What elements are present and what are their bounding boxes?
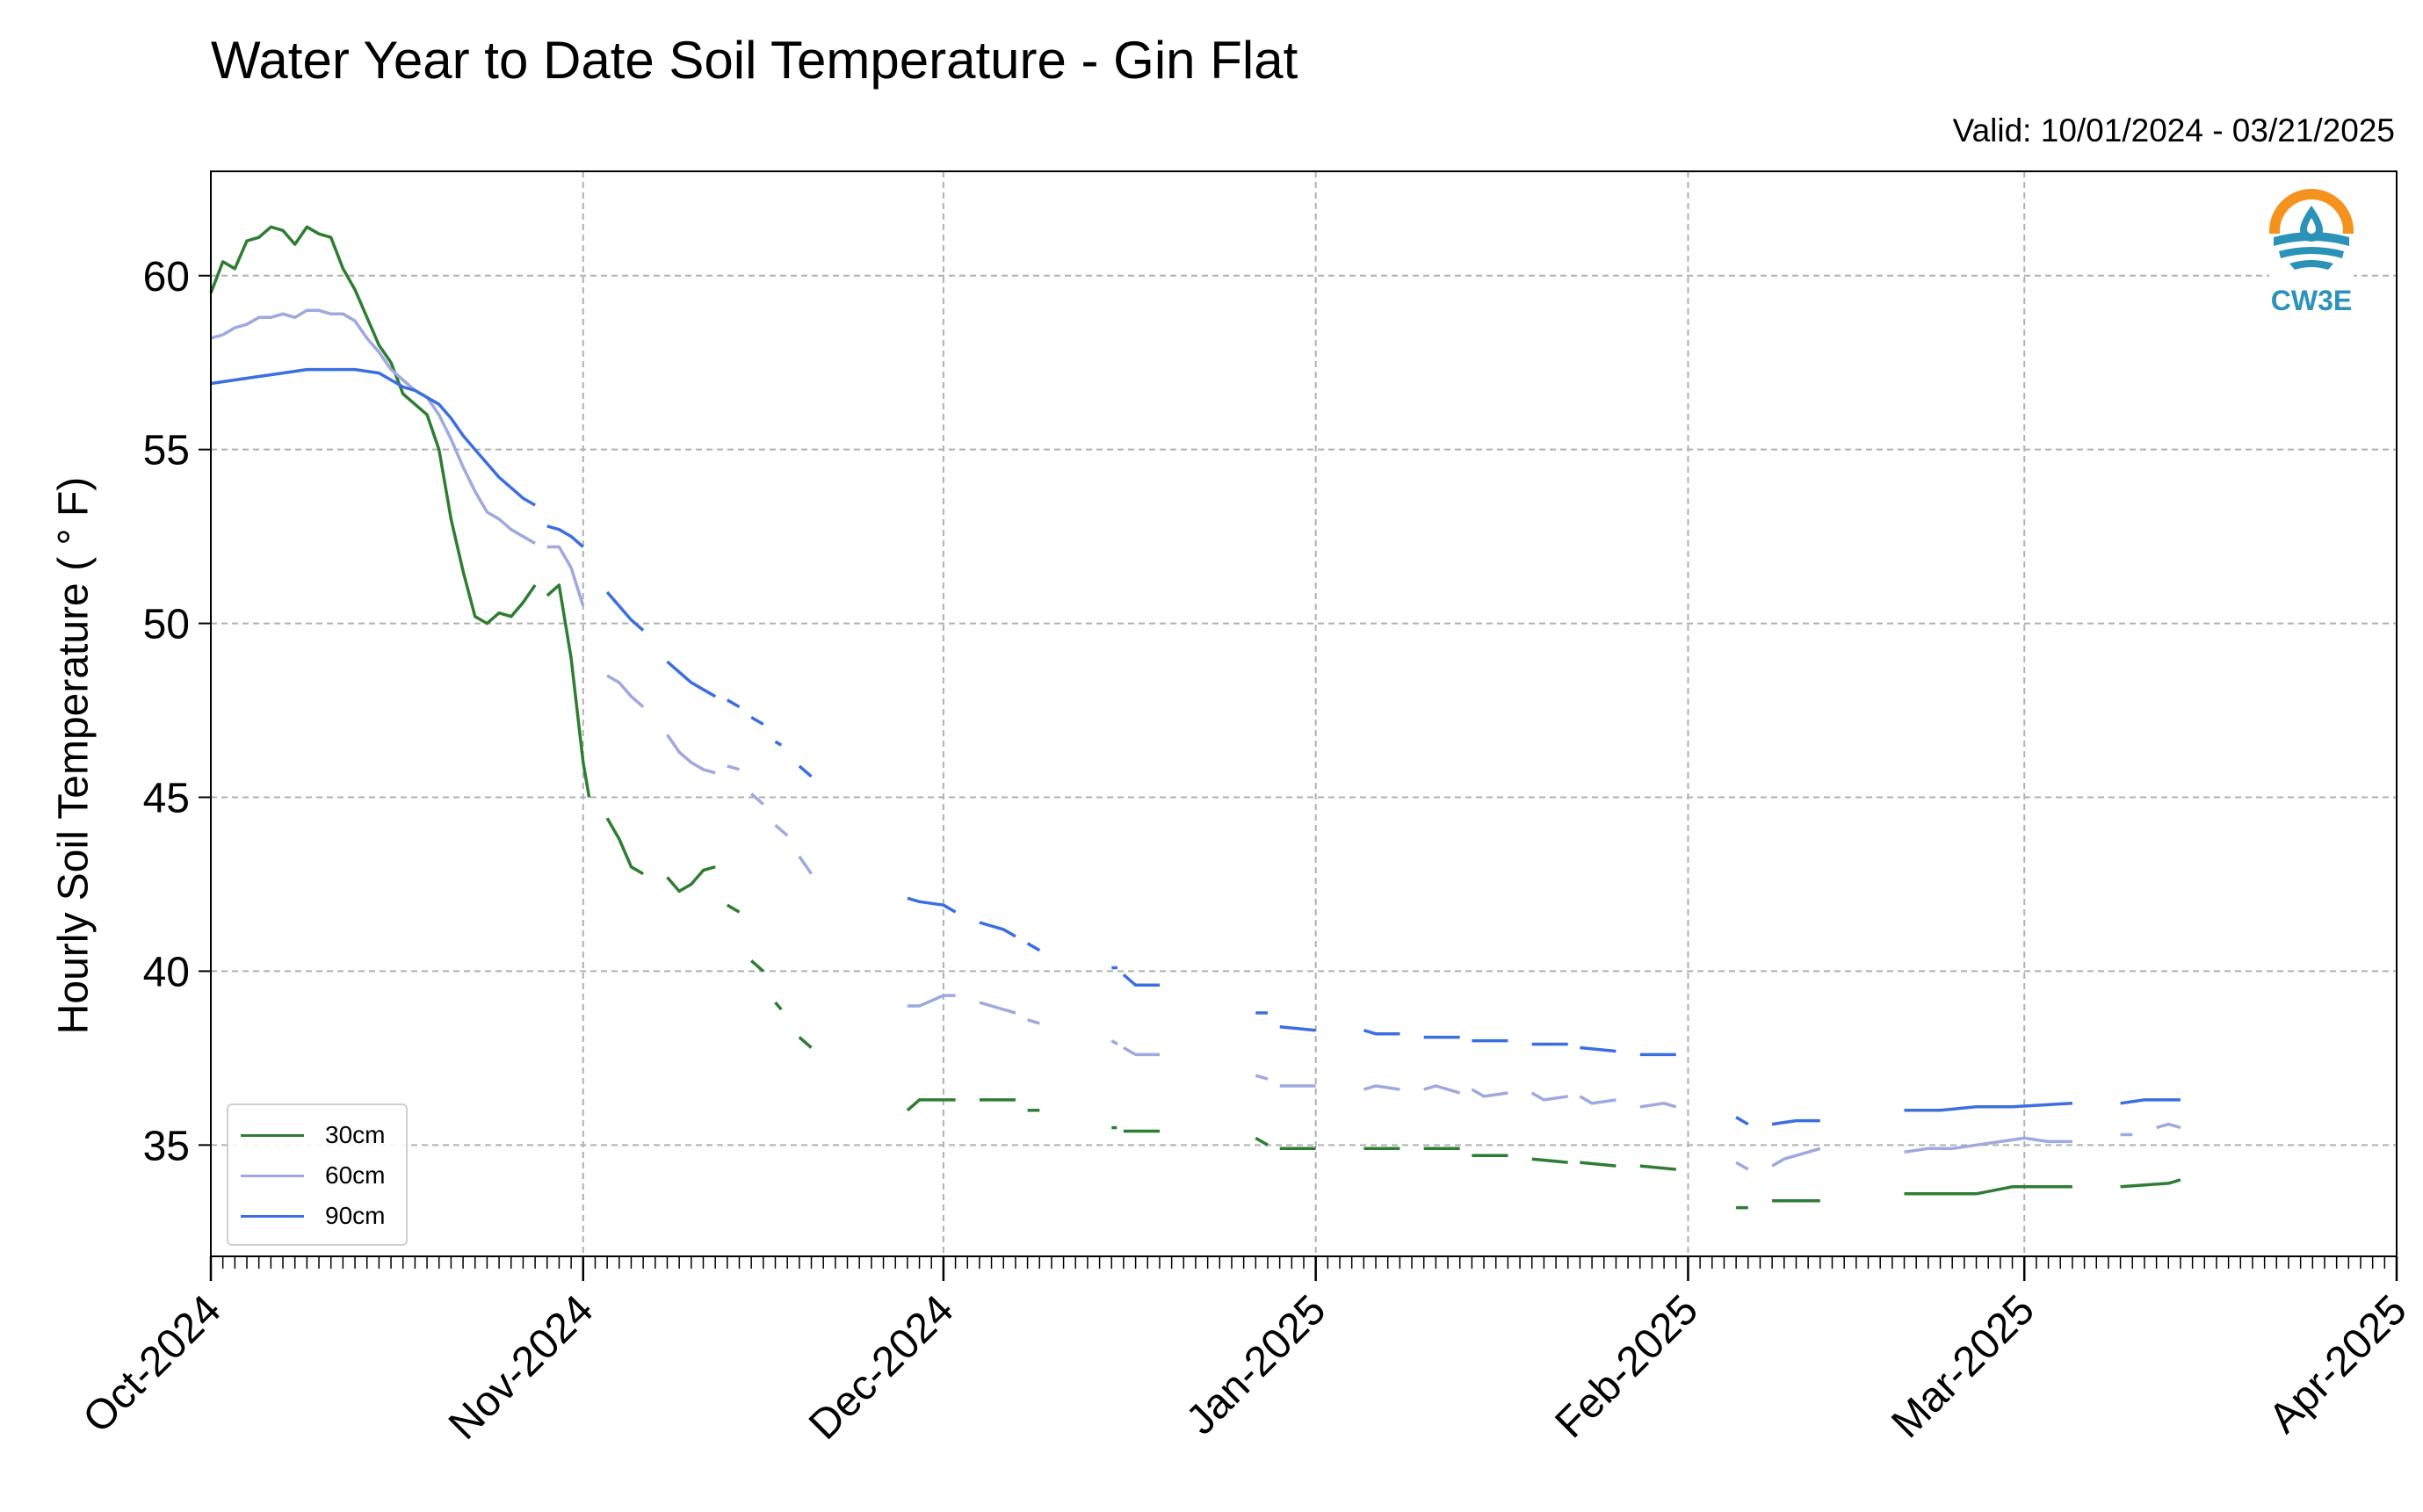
series-line-60cm <box>1530 1091 1568 1102</box>
legend-label-90cm: 90cm <box>325 1202 386 1229</box>
y-tick-label-55: 55 <box>143 428 190 474</box>
series-line-60cm <box>1735 1161 1749 1171</box>
series-line-90cm <box>1735 1116 1749 1126</box>
legend: 30cm 60cm 90cm <box>227 1103 408 1246</box>
series-line-90cm <box>666 660 717 698</box>
series-line-30cm <box>1255 1136 1269 1147</box>
series-line-90cm <box>1026 942 1041 952</box>
plot-frame <box>210 170 2398 1257</box>
series-line-60cm <box>2156 1122 2181 1130</box>
series-line-60cm <box>1123 1045 1160 1057</box>
series-line-90cm <box>798 764 813 778</box>
series-line-30cm <box>1580 1161 1617 1168</box>
series-line-30cm <box>666 865 716 893</box>
series-line-90cm <box>1279 1025 1316 1032</box>
series-line-90cm <box>605 590 645 632</box>
x-tick-label-Jan-2025: Jan-2025 <box>1177 1286 1334 1443</box>
series-line-30cm <box>798 1036 813 1049</box>
series-line-60cm <box>1027 1018 1040 1025</box>
x-tick-label-Feb-2025: Feb-2025 <box>1546 1286 1707 1447</box>
y-tick-label-40: 40 <box>143 949 190 995</box>
x-tick-label-Nov-2024: Nov-2024 <box>440 1286 603 1449</box>
x-tick-label-Mar-2025: Mar-2025 <box>1883 1286 2043 1447</box>
series-line-30cm <box>726 903 741 914</box>
water-drop-icon <box>2269 189 2354 279</box>
series-line-30cm <box>1904 1185 2072 1196</box>
series-line-90cm <box>726 698 741 709</box>
series-line-30cm <box>605 817 644 876</box>
series-line-90cm <box>546 524 584 548</box>
series-line-60cm <box>1423 1084 1461 1095</box>
series-line-90cm <box>1363 1029 1400 1036</box>
y-tick-label-60: 60 <box>143 254 190 300</box>
series-line-90cm <box>907 896 957 914</box>
series-line-60cm <box>979 1001 1016 1015</box>
legend-item-30cm: 30cm <box>241 1118 408 1153</box>
series-line-90cm <box>2120 1098 2181 1105</box>
legend-label-60cm: 60cm <box>325 1161 386 1189</box>
series-line-60cm <box>1771 1147 1821 1168</box>
series-line-30cm <box>1639 1164 1676 1171</box>
series-line-60cm <box>546 545 585 607</box>
legend-swatch-60cm <box>241 1175 304 1177</box>
legend-swatch-30cm <box>241 1134 304 1137</box>
series-line-60cm <box>210 308 536 546</box>
y-tick-label-35: 35 <box>143 1123 190 1169</box>
series-line-60cm <box>1471 1088 1508 1098</box>
series-lines <box>209 225 2181 1210</box>
series-line-30cm <box>2120 1178 2181 1189</box>
series-30cm <box>209 225 2181 1210</box>
series-line-90cm <box>1771 1118 1820 1126</box>
grid-lines <box>211 171 2397 1256</box>
axis-ticks <box>199 274 2398 1281</box>
axis-tick-labels: 35 40 45 50 55 60 Oct-2024 Nov-2024 Dec-2024 Jan-… <box>75 254 2416 1449</box>
series-line-90cm <box>979 921 1016 938</box>
legend-swatch-90cm <box>241 1215 304 1218</box>
series-line-90cm <box>1580 1045 1617 1053</box>
legend-item-60cm: 60cm <box>241 1158 408 1193</box>
y-axis-label: Hourly Soil Temperature ( ° F) <box>50 476 98 1035</box>
series-90cm <box>210 367 2181 1126</box>
series-line-90cm <box>1122 973 1160 988</box>
y-tick-label-50: 50 <box>143 602 190 648</box>
series-line-90cm <box>1904 1102 2073 1112</box>
series-line-30cm <box>774 1001 783 1011</box>
series-line-30cm <box>750 959 764 973</box>
series-line-60cm <box>606 674 645 708</box>
series-line-90cm <box>774 740 783 747</box>
cw3e-logo: CW3E <box>2263 183 2360 323</box>
series-line-90cm <box>750 715 764 726</box>
series-line-60cm <box>774 823 789 837</box>
series-60cm <box>210 308 2181 1171</box>
series-line-60cm <box>1255 1074 1269 1081</box>
series-line-60cm <box>798 855 813 875</box>
series-line-60cm <box>1110 1039 1118 1046</box>
y-tick-label-45: 45 <box>143 776 190 822</box>
series-line-60cm <box>1904 1136 2072 1154</box>
series-line-60cm <box>666 734 716 775</box>
logo-text: CW3E <box>2270 285 2353 316</box>
series-line-60cm <box>1579 1095 1617 1105</box>
series-line-60cm <box>727 764 740 771</box>
series-line-60cm <box>1363 1084 1400 1091</box>
chart-title: Water Year to Date Soil Temperature - Gi… <box>211 31 1298 90</box>
series-line-30cm <box>1531 1157 1568 1164</box>
x-tick-label-Dec-2024: Dec-2024 <box>800 1286 963 1449</box>
chart-subtitle: Valid: 10/01/2024 - 03/21/2025 <box>1952 112 2395 148</box>
x-tick-label-Apr-2025: Apr-2025 <box>2260 1286 2416 1442</box>
series-line-30cm <box>546 583 591 798</box>
series-line-90cm <box>210 367 536 507</box>
x-tick-label-Oct-2024: Oct-2024 <box>75 1286 230 1442</box>
series-line-30cm <box>209 225 537 626</box>
series-line-60cm <box>750 792 764 806</box>
series-line-60cm <box>907 994 956 1008</box>
legend-item-90cm: 90cm <box>241 1198 408 1233</box>
series-line-60cm <box>1639 1102 1677 1109</box>
legend-label-30cm: 30cm <box>325 1121 386 1148</box>
series-line-30cm <box>906 1098 956 1112</box>
